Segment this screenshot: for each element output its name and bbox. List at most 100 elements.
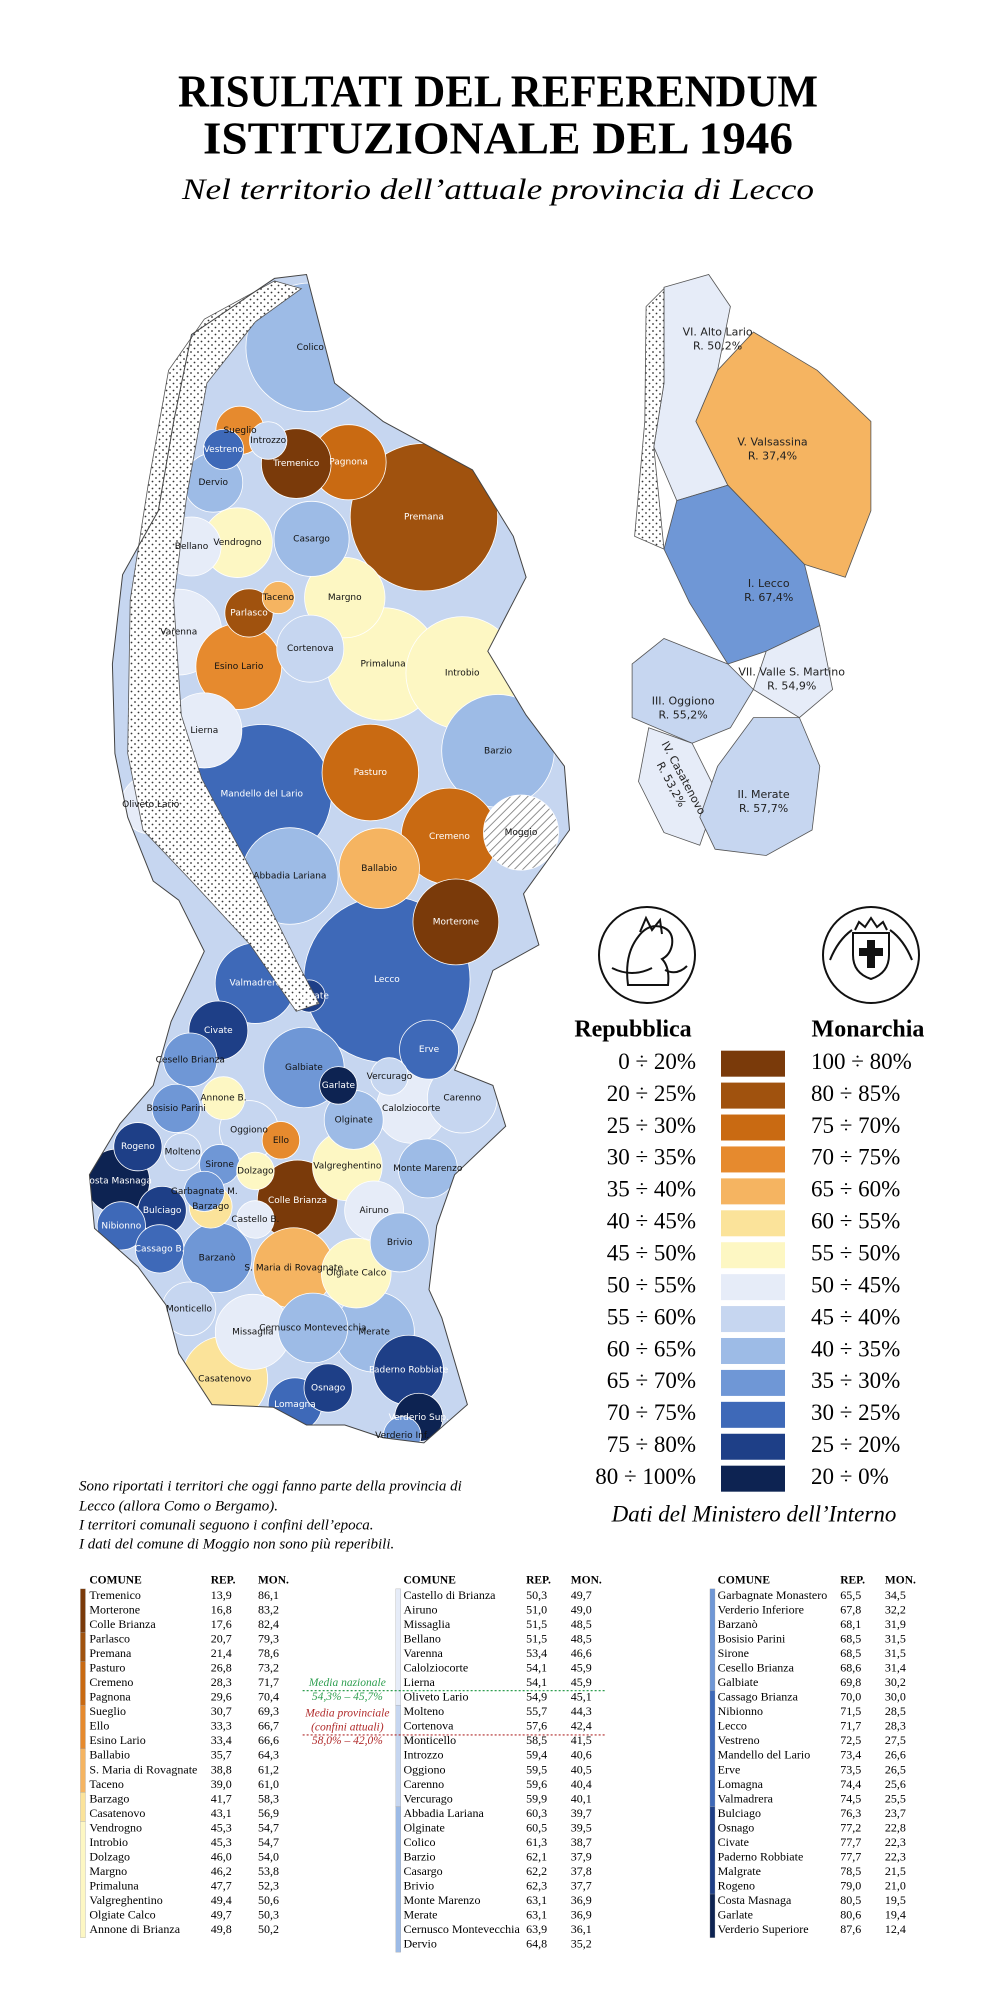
table-header: REP. xyxy=(211,1574,236,1586)
comune: Abbadia Lariana xyxy=(404,1806,485,1820)
municipality-label: Costa Masnaga xyxy=(83,1177,152,1187)
comune: Lierna xyxy=(404,1675,436,1689)
municipality-label: Vendrogno xyxy=(213,538,262,548)
municipality-area xyxy=(183,1170,225,1212)
district-name: I. Lecco xyxy=(748,577,790,590)
municipality-label: Cernusco Montevecchia xyxy=(259,1324,366,1334)
municipality-label: Ballabio xyxy=(361,864,397,874)
average-label: 58,0% – 42,0% xyxy=(312,1735,383,1747)
mon-value: 54,7 xyxy=(258,1820,279,1834)
rep-value: 73,5 xyxy=(840,1762,861,1776)
district-area xyxy=(699,717,821,856)
legend-swatch xyxy=(721,1306,785,1333)
rep-value: 77,7 xyxy=(840,1835,861,1849)
rep-value: 80,5 xyxy=(840,1893,861,1907)
note: Lecco (allora Como o Bergamo). xyxy=(78,1498,278,1514)
rep-value: 62,3 xyxy=(526,1879,547,1893)
municipality-label: Malgrate xyxy=(289,992,329,1002)
district-result: R. 55,2% xyxy=(659,709,708,722)
district-name: V. Valsassina xyxy=(737,435,807,448)
monarchy-emblem xyxy=(822,906,920,1004)
legend-republic-range: 40 ÷ 45% xyxy=(607,1209,696,1234)
municipality-label: Molteno xyxy=(165,1147,202,1157)
mon-value: 26,5 xyxy=(885,1762,906,1776)
legend-monarchy-range: 65 ÷ 60% xyxy=(811,1177,900,1202)
legend-swatch xyxy=(721,1146,785,1173)
comune: Lecco xyxy=(718,1719,747,1733)
municipality-label: Monte Marenzo xyxy=(393,1164,463,1174)
district-name: VI. Alto Lario xyxy=(683,326,753,339)
mon-value: 25,6 xyxy=(885,1777,906,1791)
municipality-label: Margno xyxy=(328,593,362,603)
municipality-label: Valgreghentino xyxy=(313,1161,382,1171)
rep-value: 55,7 xyxy=(526,1704,547,1718)
municipality-label: Mandello del Lario xyxy=(221,790,304,800)
comune: Pagnona xyxy=(89,1690,131,1704)
district-name: III. Oggiono xyxy=(652,695,715,708)
municipality-label: Osnago xyxy=(311,1384,346,1394)
municipality-label: Barzanò xyxy=(199,1252,236,1263)
rep-value: 74,5 xyxy=(840,1791,861,1805)
table-header: COMUNE xyxy=(718,1574,771,1586)
mon-value: 26,6 xyxy=(885,1748,906,1762)
municipality-label: Bellano xyxy=(175,542,209,552)
municipality-label: Colle Brianza xyxy=(268,1196,327,1206)
group-bar xyxy=(80,1588,86,1633)
table-header: COMUNE xyxy=(89,1574,142,1586)
municipality-label: Abbadia Lariana xyxy=(253,871,326,881)
municipality-area xyxy=(303,1363,353,1413)
municipality-label: Civate xyxy=(204,1026,233,1036)
rep-value: 59,5 xyxy=(526,1762,547,1776)
rep-value: 35,7 xyxy=(211,1748,232,1762)
municipality-label: Erve xyxy=(419,1045,440,1055)
comune: Cremeno xyxy=(89,1675,133,1689)
rep-value: 33,3 xyxy=(211,1719,232,1733)
municipality-label: Lecco xyxy=(374,975,400,985)
municipality-label: Vestreno xyxy=(204,445,244,455)
mon-value: 46,6 xyxy=(571,1646,592,1660)
mon-value: 38,7 xyxy=(571,1835,592,1849)
table-header: REP. xyxy=(840,1574,865,1586)
comune: Osnago xyxy=(718,1820,755,1834)
municipality-label: Parlasco xyxy=(230,608,268,618)
rep-value: 33,4 xyxy=(211,1733,232,1747)
comune: Barzago xyxy=(89,1791,129,1805)
municipality-label: Casargo xyxy=(293,534,330,544)
comune: Parlasco xyxy=(89,1631,130,1645)
legend-swatch xyxy=(721,1433,785,1460)
legend-swatch xyxy=(721,1242,785,1269)
comune: Introbio xyxy=(89,1835,128,1849)
municipality-area xyxy=(399,1019,459,1080)
mon-value: 45,9 xyxy=(571,1661,592,1675)
mon-value: 45,9 xyxy=(571,1675,592,1689)
rep-value: 54,9 xyxy=(526,1690,547,1704)
municipality-area xyxy=(370,1057,409,1096)
legend-swatch xyxy=(721,1082,785,1109)
rep-value: 71,7 xyxy=(840,1719,861,1733)
municipality-area xyxy=(151,1083,201,1133)
mon-value: 58,3 xyxy=(258,1791,279,1805)
rep-value: 28,3 xyxy=(211,1675,232,1689)
municipality-label: Pagnona xyxy=(329,458,368,468)
municipality-label: Merate xyxy=(358,1327,390,1337)
district-result: R. 67,4% xyxy=(744,591,793,604)
legend-republic-range: 30 ÷ 35% xyxy=(607,1145,696,1170)
table-header: COMUNE xyxy=(404,1574,457,1586)
rep-value: 58,5 xyxy=(526,1733,547,1747)
comune: Bellano xyxy=(404,1631,441,1645)
municipality-area xyxy=(319,1066,358,1105)
rep-value: 38,8 xyxy=(211,1762,232,1776)
comune: Margno xyxy=(89,1864,127,1878)
district-name: II. Merate xyxy=(738,788,790,801)
comune: Colico xyxy=(404,1835,436,1849)
legend-republic-range: 25 ÷ 30% xyxy=(607,1113,696,1138)
rep-value: 60,3 xyxy=(526,1806,547,1820)
mon-value: 31,4 xyxy=(885,1661,906,1675)
municipality-label: S. Maria di Rovagnate xyxy=(244,1263,343,1273)
rep-value: 43,1 xyxy=(211,1806,232,1820)
legend-republic-range: 0 ÷ 20% xyxy=(618,1049,696,1074)
municipality-area xyxy=(397,1138,458,1199)
